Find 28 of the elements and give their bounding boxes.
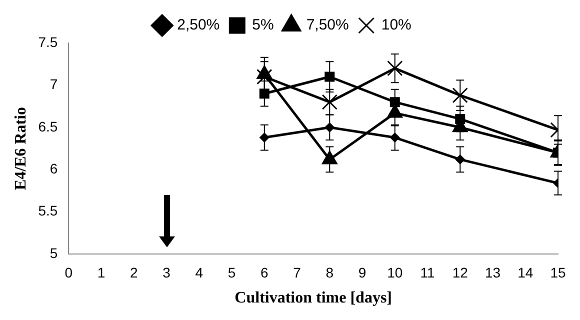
x-axis-title: Cultivation time [days] bbox=[234, 290, 392, 307]
x-tick-label: 13 bbox=[484, 264, 501, 280]
x-tick-label: 14 bbox=[518, 264, 534, 280]
x-tick-label: 9 bbox=[358, 264, 366, 280]
y-tick-label: 6.5 bbox=[38, 118, 58, 134]
y-tick-label: 6 bbox=[50, 160, 58, 176]
x-tick-label: 5 bbox=[228, 264, 236, 280]
y-tick-label: 7 bbox=[50, 76, 58, 92]
y-tick-label: 5.5 bbox=[38, 202, 58, 219]
x-tick-label: 7 bbox=[293, 264, 302, 280]
x-tick-label: 12 bbox=[452, 264, 468, 280]
legend-label: 2,50% bbox=[177, 16, 220, 34]
x-tick-label: 10 bbox=[387, 264, 403, 280]
legend-label: 5% bbox=[252, 16, 274, 34]
legend-label: 7,50% bbox=[306, 16, 349, 34]
x-tick-label: 8 bbox=[326, 264, 334, 280]
x-tick-label: 2 bbox=[130, 264, 138, 280]
x-tick-label: 1 bbox=[97, 264, 106, 280]
x-tick-label: 11 bbox=[420, 264, 435, 280]
x-tick-label: 3 bbox=[162, 264, 171, 280]
x-tick-label: 15 bbox=[550, 264, 566, 280]
legend-label: 10% bbox=[381, 16, 412, 34]
y-tick-label: 5 bbox=[50, 244, 58, 261]
y-axis-title: E4/E6 Ratio bbox=[12, 106, 30, 190]
x-tick-label: 0 bbox=[64, 264, 73, 280]
x-tick-label: 4 bbox=[195, 264, 204, 280]
x-tick-label: 6 bbox=[260, 264, 268, 280]
y-tick-label: 7.5 bbox=[38, 34, 58, 50]
